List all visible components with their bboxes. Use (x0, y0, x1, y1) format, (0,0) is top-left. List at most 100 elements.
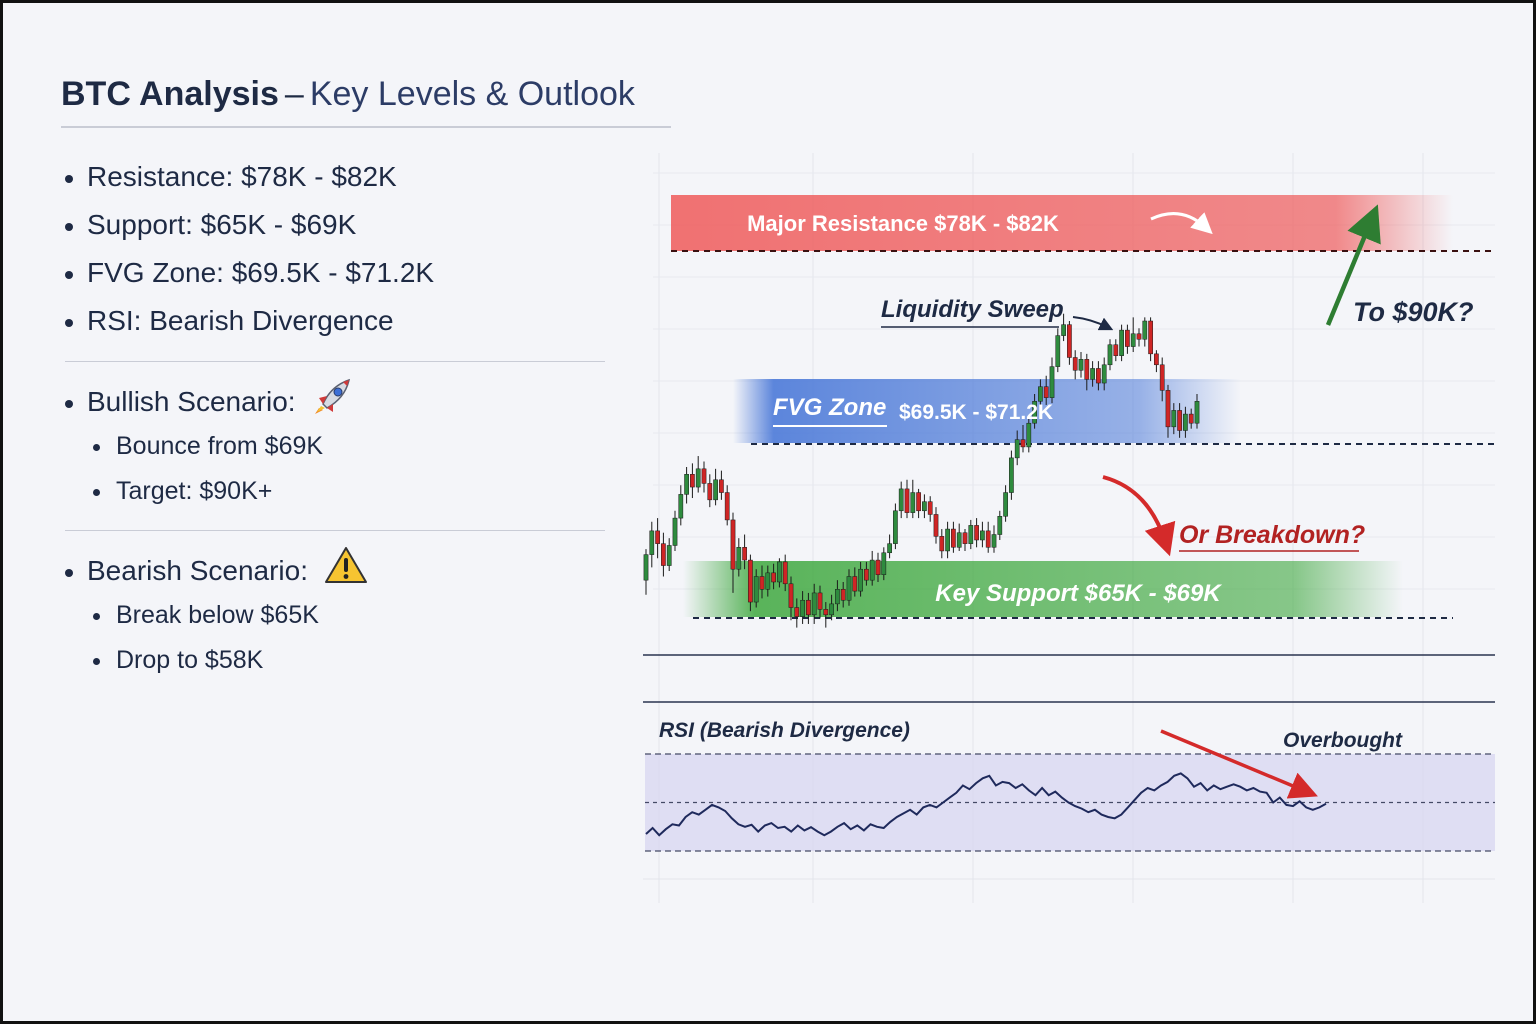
bullet-dot (65, 318, 73, 327)
candle-body (1078, 359, 1084, 371)
candle-body (922, 501, 927, 512)
bullish-item: Bounce from $69K (65, 424, 605, 469)
overbought-label: Overbought (1283, 729, 1403, 752)
candle-body (1038, 386, 1043, 402)
candle-body (742, 547, 747, 561)
level-support-text: Support: $65K - $69K (87, 209, 357, 240)
candle-body (1096, 368, 1101, 384)
candle-body (806, 599, 811, 616)
candle-body (881, 552, 887, 575)
candle-body (730, 519, 736, 570)
fvg-range-label: $69.5K - $71.2K (899, 401, 1053, 424)
bullet-dot (93, 657, 100, 665)
bullet-dot (65, 270, 73, 279)
candle-body (898, 488, 904, 512)
level-fvg: FVG Zone: $69.5K - $71.2K (65, 249, 605, 297)
candle-body (846, 576, 852, 601)
divider (65, 530, 605, 531)
candle-body (1154, 353, 1159, 366)
candle-body (1136, 333, 1142, 340)
bearish-item-text: Break below $65K (116, 601, 319, 629)
breakdown-arrow (1102, 475, 1176, 557)
candle-body (1043, 386, 1049, 398)
candle-body (974, 525, 979, 541)
bullish-heading: Bullish Scenario: (65, 376, 605, 424)
candle-body (765, 572, 771, 590)
candle-body (1130, 333, 1136, 347)
candle-body (1009, 457, 1014, 493)
bullet-dot (93, 488, 100, 496)
candle-body (858, 568, 863, 592)
rsi-panel: RSI (Bearish Divergence) Overbought (645, 719, 1495, 852)
candle-body (707, 483, 713, 501)
candle-body (904, 488, 910, 513)
candle-body (875, 559, 881, 575)
candle-body (864, 568, 869, 581)
candle-body (811, 592, 817, 616)
candle-body (933, 514, 939, 537)
summary-panel: Resistance: $78K - $82K Support: $65K - … (65, 153, 605, 683)
candle-body (1084, 359, 1090, 380)
bearish-label: Bearish Scenario: (87, 554, 309, 586)
bearish-item-text: Drop to $58K (116, 646, 264, 674)
level-support: Support: $65K - $69K (65, 201, 605, 249)
candle-body (869, 559, 875, 581)
candle-body (719, 479, 724, 493)
rsi-label: RSI (Bearish Divergence) (659, 719, 910, 742)
fvg-label: FVG Zone (773, 394, 886, 421)
level-rsi-text: RSI: Bearish Divergence (87, 305, 394, 336)
candle-body (794, 607, 800, 617)
bullet-dot (93, 612, 100, 620)
target-label: To $90K? (1353, 297, 1474, 327)
candle-body (753, 576, 759, 603)
candle-body (945, 528, 950, 552)
bullish-item-text: Target: $90K+ (116, 477, 273, 505)
candle-body (1107, 344, 1113, 366)
candle-body (927, 501, 933, 515)
bullish-label: Bullish Scenario: (87, 385, 296, 417)
rocket-icon (311, 376, 355, 431)
candle-body (1142, 320, 1148, 340)
candle-body (1194, 401, 1200, 424)
candle-body (684, 474, 689, 495)
candle-body (1090, 368, 1095, 380)
candle-body (916, 492, 921, 512)
candle-body (1026, 422, 1032, 448)
bullet-dot (65, 399, 73, 408)
support-label: Key Support $65K - $69K (935, 580, 1222, 607)
candle-body (1119, 329, 1124, 356)
candle-body (782, 561, 788, 585)
candle-body (1055, 335, 1061, 367)
candle-body (893, 510, 898, 544)
bullet-dot (65, 174, 73, 183)
candle-body (1188, 413, 1194, 424)
candle-body (1072, 357, 1078, 371)
warning-icon (324, 545, 368, 600)
bearish-item: Drop to $58K (65, 638, 605, 683)
resistance-curve-arrow (1150, 212, 1213, 235)
zones (671, 195, 1495, 619)
candle-body (887, 543, 892, 554)
candle-body (690, 474, 695, 488)
level-fvg-text: FVG Zone: $69.5K - $71.2K (87, 257, 435, 288)
candle-body (678, 494, 684, 519)
level-resistance: Resistance: $78K - $82K (65, 153, 605, 201)
candle-body (962, 532, 968, 544)
candle-body (713, 479, 718, 501)
price-chart: Major Resistance $78K - $82K FVG Zone $6… (643, 153, 1495, 903)
level-rsi: RSI: Bearish Divergence (65, 297, 605, 345)
candle-body (997, 516, 1003, 535)
candle-body (968, 525, 974, 544)
candle-body (1183, 413, 1188, 431)
candle-body (800, 599, 805, 617)
candle-body (1003, 492, 1008, 517)
divider (65, 361, 605, 362)
candle-body (1101, 364, 1107, 384)
candle-body (1125, 329, 1130, 347)
candle-body (1171, 410, 1177, 428)
page-title: BTC Analysis – Key Levels & Outlook (61, 75, 671, 128)
candle-body (777, 561, 782, 583)
candle-body (649, 530, 655, 555)
target-arrow (1325, 204, 1381, 326)
candle-body (1061, 324, 1066, 336)
